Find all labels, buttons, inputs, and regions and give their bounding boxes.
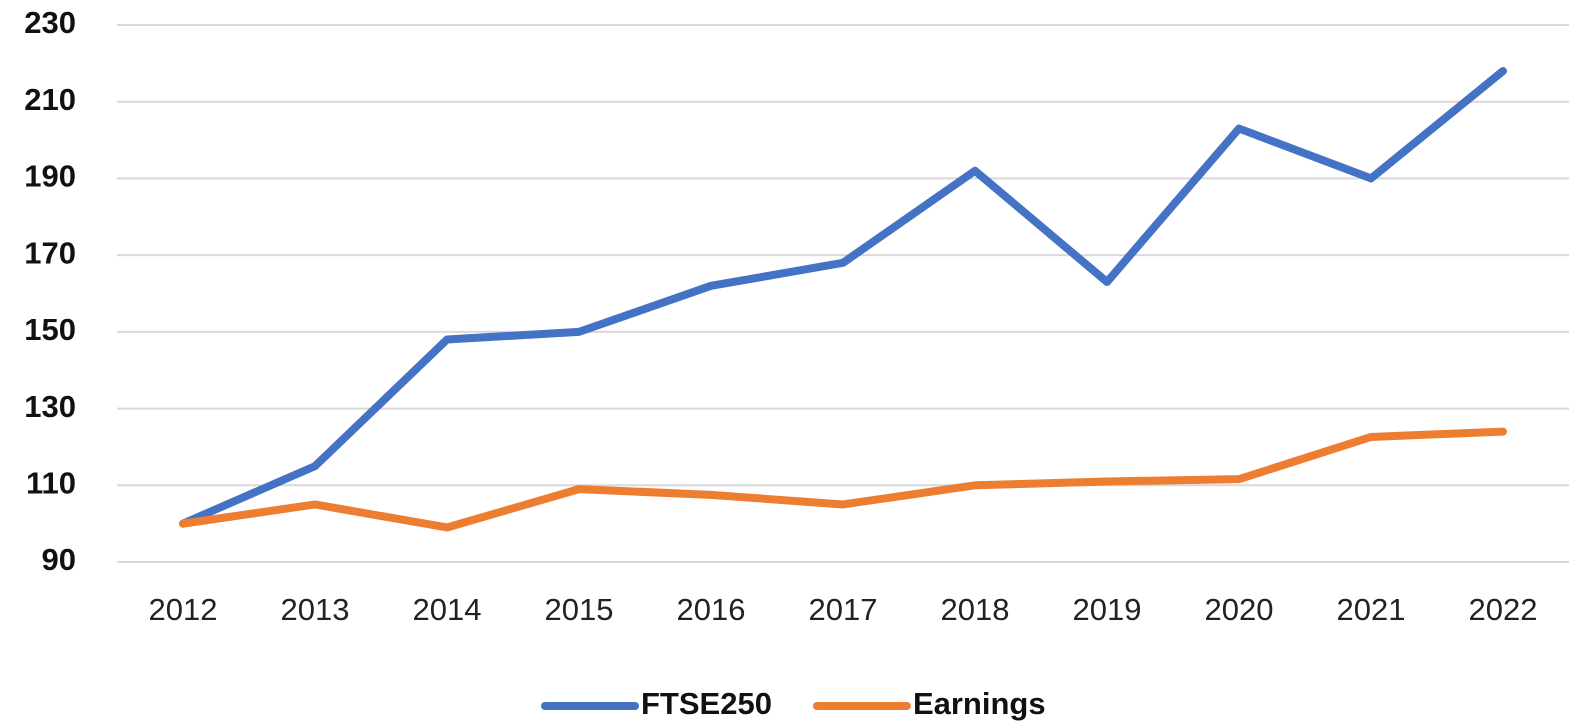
y-tick-label: 190 <box>24 159 76 194</box>
y-tick-label: 150 <box>24 312 76 347</box>
x-tick-label: 2021 <box>1337 592 1406 627</box>
line-series <box>179 427 1507 532</box>
y-tick-label: 170 <box>24 235 76 270</box>
x-tick-label: 2012 <box>149 592 218 627</box>
x-tick-label: 2019 <box>1073 592 1142 627</box>
line-series <box>179 67 1507 528</box>
x-tick-label: 2014 <box>413 592 482 627</box>
y-tick-label: 90 <box>42 542 76 577</box>
x-tick-label: 2017 <box>809 592 878 627</box>
x-tick-label: 2016 <box>677 592 746 627</box>
x-tick-label: 2015 <box>545 592 614 627</box>
x-tick-label: 2013 <box>281 592 350 627</box>
x-tick-label: 2018 <box>941 592 1010 627</box>
legend-label: FTSE250 <box>641 686 772 721</box>
y-tick-label: 110 <box>26 465 76 500</box>
legend-label: Earnings <box>913 686 1046 721</box>
y-tick-label: 230 <box>24 5 76 40</box>
y-tick-label: 210 <box>24 82 76 117</box>
x-tick-label: 2022 <box>1469 592 1538 627</box>
y-tick-label: 130 <box>24 389 76 424</box>
x-tick-label: 2020 <box>1205 592 1274 627</box>
